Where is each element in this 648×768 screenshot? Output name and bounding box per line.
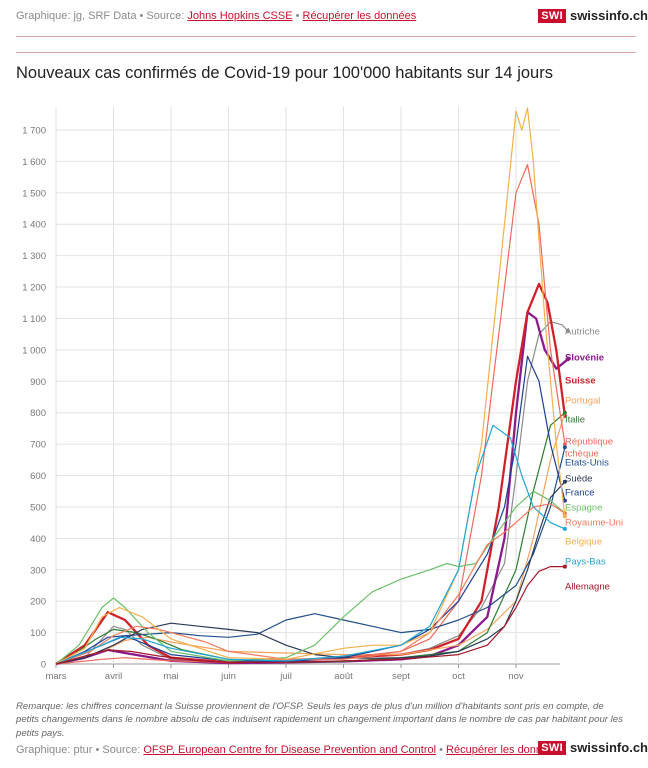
y-tick-label: 400 bbox=[30, 534, 46, 545]
series-line-etats-unis bbox=[55, 447, 566, 665]
y-tick-label: 600 bbox=[30, 471, 46, 482]
series-line-pays-bas bbox=[55, 424, 566, 665]
source-link[interactable]: Johns Hopkins CSSE bbox=[187, 10, 293, 22]
header-credits: Graphique: jg, SRF Data • Source: Johns … bbox=[16, 10, 416, 22]
series-line-royaume-uni bbox=[55, 503, 566, 665]
chart-note: Remarque: les chiffres concernant la Sui… bbox=[16, 701, 623, 739]
series-label: Suisse bbox=[565, 376, 596, 387]
x-tick-label: mars bbox=[45, 671, 66, 682]
series-endpoint bbox=[562, 514, 567, 519]
footer-swissinfo-logo-text: swissinfo.ch bbox=[569, 740, 648, 755]
header-bar: Graphique: jg, SRF Data • Source: Johns … bbox=[0, 0, 648, 30]
x-tick-label: oct bbox=[452, 671, 465, 682]
y-tick-label: 800 bbox=[30, 408, 46, 419]
series-line-belgique bbox=[55, 107, 566, 665]
header-divider-2 bbox=[16, 52, 636, 53]
y-tick-label: 200 bbox=[30, 597, 46, 608]
series-endpoint bbox=[562, 445, 567, 450]
y-axis-ticks: 0 100 200 300 400 500 600 700 800 900 1 000 1 100 1 … bbox=[22, 126, 46, 671]
y-tick-label: 500 bbox=[30, 502, 46, 513]
series-endpoint bbox=[562, 526, 567, 531]
series-label: Italie bbox=[565, 415, 585, 426]
series-labels: Autriche Slovénie Suisse Portugal Italie Répu… bbox=[565, 327, 623, 593]
x-tick-label: nov bbox=[508, 671, 524, 682]
series-label: Espagne bbox=[565, 503, 603, 514]
series-line-allemagne bbox=[55, 566, 565, 665]
footer-swi-logo-box: SWI bbox=[538, 740, 566, 755]
y-tick-label: 0 bbox=[41, 660, 46, 671]
y-tick-label: 1 000 bbox=[22, 345, 46, 356]
series-endpoint bbox=[562, 479, 567, 484]
swissinfo-logo[interactable]: SWI swissinfo.ch bbox=[538, 8, 648, 23]
download-data-link[interactable]: Récupérer les données bbox=[302, 10, 417, 22]
series-endpoint bbox=[562, 498, 567, 503]
x-tick-label: août bbox=[334, 671, 353, 682]
series-label: République tchèque bbox=[565, 437, 613, 460]
series-endpoint bbox=[562, 442, 567, 447]
header-credits-prefix: Graphique: jg, SRF Data • Source: bbox=[16, 10, 188, 22]
x-tick-label: mai bbox=[163, 671, 178, 682]
series-line-slov-nie bbox=[55, 311, 569, 666]
series-endpoint bbox=[562, 410, 567, 415]
chart-title: Nouveaux cas confirmés de Covid-19 pour … bbox=[16, 64, 553, 82]
footer-separator: • bbox=[436, 744, 447, 756]
series-endpoint bbox=[565, 357, 570, 362]
y-tick-label: 1 700 bbox=[22, 126, 46, 137]
series-endpoint bbox=[562, 564, 567, 569]
series-label: Belgique bbox=[565, 537, 602, 548]
series-line-france bbox=[55, 355, 566, 665]
swissinfo-logo-text: swissinfo.ch bbox=[569, 8, 648, 23]
x-tick-label: juin bbox=[220, 671, 236, 682]
x-tick-label: juil bbox=[279, 671, 292, 682]
header-separator: • bbox=[292, 10, 303, 22]
series-line-espagne bbox=[55, 490, 566, 665]
y-tick-label: 1 100 bbox=[22, 314, 46, 325]
footer-swissinfo-logo[interactable]: SWI swissinfo.ch bbox=[538, 740, 648, 755]
y-tick-label: 1 300 bbox=[22, 251, 46, 262]
series-line-r-publique-tch-que bbox=[55, 164, 566, 665]
series-label: Slovénie bbox=[565, 353, 604, 364]
y-tick-label: 900 bbox=[30, 377, 46, 388]
y-tick-label: 1 600 bbox=[22, 157, 46, 168]
y-tick-label: 300 bbox=[30, 565, 46, 576]
y-tick-label: 1 500 bbox=[22, 188, 46, 199]
series-label: France bbox=[565, 488, 595, 499]
header-divider bbox=[16, 36, 636, 37]
y-tick-label: 1 400 bbox=[22, 220, 46, 231]
y-tick-label: 100 bbox=[30, 628, 46, 639]
series-label: Pays-Bas bbox=[565, 557, 606, 568]
series-label: Portugal bbox=[565, 396, 600, 407]
footer-credits: Graphique: ptur • Source: OFSP, European… bbox=[16, 744, 560, 756]
series-label: Suède bbox=[565, 474, 592, 485]
x-tick-label: avril bbox=[105, 671, 122, 682]
series-label: Autriche bbox=[565, 327, 600, 338]
chart-svg: 0 100 200 300 400 500 600 700 800 900 1 000 1 100 1 … bbox=[22, 107, 623, 682]
swi-logo-box: SWI bbox=[538, 8, 566, 23]
y-tick-label: 700 bbox=[30, 440, 46, 451]
series-label: Allemagne bbox=[565, 582, 610, 593]
chart-grid bbox=[55, 107, 560, 665]
y-tick-label: 1 200 bbox=[22, 283, 46, 294]
footer-source-link[interactable]: OFSP, European Centre for Disease Preven… bbox=[143, 744, 437, 756]
footer-credits-prefix: Graphique: ptur • Source: bbox=[16, 744, 144, 756]
x-axis-ticks: mars avril mai juin juil août sept oct nov bbox=[45, 664, 524, 682]
x-tick-label: sept bbox=[392, 671, 410, 682]
series-label: Royaume-Uni bbox=[565, 518, 623, 529]
chart-series-lines bbox=[55, 107, 570, 666]
footer-download-data-link[interactable]: Récupérer les données bbox=[446, 744, 560, 756]
series-label: Etats-Unis bbox=[565, 458, 609, 469]
series-endpoint bbox=[565, 329, 570, 334]
